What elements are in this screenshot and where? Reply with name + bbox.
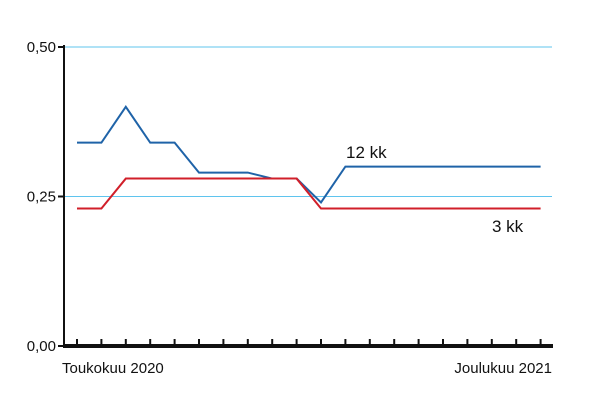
- series-line-3kk: [77, 177, 541, 210]
- x-tick-label-start: Toukokuu 2020: [62, 360, 164, 377]
- series-line-12kk: [77, 105, 541, 205]
- y-tick-label: 0,00: [27, 338, 56, 355]
- series-label-3kk: 3 kk: [492, 217, 524, 236]
- y-tick-label: 0,50: [27, 39, 56, 56]
- x-axis-ticks: [76, 339, 542, 346]
- series-lines: [77, 105, 541, 210]
- series-label-12kk: 12 kk: [346, 143, 387, 162]
- x-tick-label-end: Joulukuu 2021: [454, 360, 552, 377]
- gridlines: [64, 46, 552, 197]
- y-axis-tick-labels: 0,00 0,25 0,50: [27, 39, 56, 355]
- y-tick-label: 0,25: [27, 189, 56, 206]
- axes: [58, 45, 553, 348]
